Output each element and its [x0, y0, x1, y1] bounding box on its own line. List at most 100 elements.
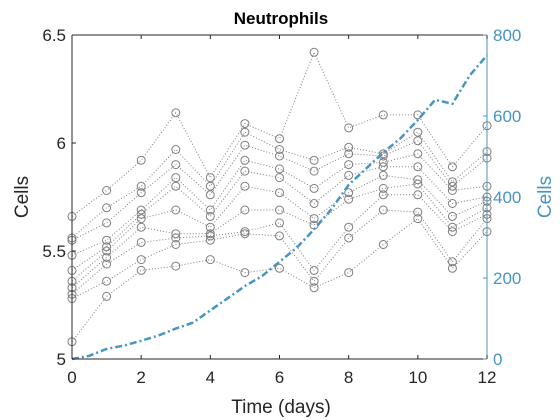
y-left-tick-label: 5.5 — [42, 242, 66, 261]
sample-point — [309, 214, 319, 224]
sample-point — [171, 160, 181, 170]
sample-point — [344, 222, 354, 232]
sample-point — [447, 227, 457, 237]
sample-line-9 — [71, 209, 488, 299]
x-tick-labels: 0 2 4 6 8 10 12 — [67, 368, 496, 387]
sample-point — [136, 222, 146, 232]
sample-point — [378, 162, 388, 172]
axes — [71, 34, 488, 360]
y-left-tick-labels: 5 5.5 6 6.5 — [42, 26, 66, 369]
sample-point — [205, 255, 215, 265]
sample-point — [136, 255, 146, 265]
sample-point — [205, 235, 215, 245]
sample-point — [102, 203, 112, 213]
sample-point — [344, 188, 354, 198]
sample-point — [447, 211, 457, 221]
sample-point — [171, 261, 181, 271]
sample-point — [413, 162, 423, 172]
sample-line-8 — [71, 194, 488, 295]
sample-point — [240, 268, 250, 278]
sample-point — [378, 157, 388, 167]
sample-point — [136, 181, 146, 191]
sample-point — [240, 229, 250, 239]
sample-point — [171, 173, 181, 183]
sample-point — [378, 110, 388, 120]
sample-point — [205, 190, 215, 200]
sample-point — [378, 205, 388, 215]
sample-point — [240, 127, 250, 137]
sample-point — [413, 207, 423, 217]
sample-point — [171, 229, 181, 239]
sample-point — [344, 233, 354, 243]
y-left-tick-label: 6 — [57, 134, 66, 153]
sample-point — [102, 259, 112, 269]
sample-point — [447, 162, 457, 172]
sample-point — [240, 119, 250, 129]
sample-point — [275, 151, 284, 161]
y-axis-left-label: Cells — [12, 176, 33, 218]
sample-point — [378, 190, 388, 200]
sample-point — [275, 263, 284, 273]
sample-point — [102, 291, 112, 301]
sample-point — [275, 164, 284, 174]
sample-point — [413, 179, 423, 189]
x-tick-label: 10 — [408, 368, 427, 387]
sample-point — [171, 205, 181, 215]
sample-point — [171, 233, 181, 243]
sample-line-5 — [71, 166, 488, 271]
sample-point — [102, 246, 112, 256]
y-right-tick-label: 200 — [493, 269, 521, 288]
y-right-tick-label: 800 — [493, 26, 521, 45]
sample-point — [378, 240, 388, 249]
x-tick-label: 2 — [136, 368, 145, 387]
sample-point — [344, 194, 354, 204]
sample-point — [240, 140, 250, 150]
sample-point — [205, 231, 215, 241]
sample-point — [344, 123, 354, 133]
sample-point — [344, 160, 354, 170]
sample-point — [378, 170, 388, 180]
x-tick-label: 8 — [344, 368, 353, 387]
sample-line-1 — [71, 51, 488, 217]
sample-point — [309, 265, 319, 275]
sample-line-10 — [71, 217, 488, 343]
sample-series-group — [67, 47, 492, 347]
x-tick-label: 6 — [275, 368, 284, 387]
sample-point — [447, 263, 457, 273]
sample-point — [102, 235, 112, 245]
sample-point — [171, 240, 181, 249]
sample-point — [413, 214, 423, 224]
y-left-tick-label: 5 — [57, 350, 66, 369]
sample-point — [205, 229, 215, 239]
x-tick-label: 4 — [206, 368, 215, 387]
sample-point — [102, 218, 112, 228]
y-left-tick-label: 6.5 — [42, 26, 66, 45]
sample-point — [136, 155, 146, 165]
sample-line-6 — [71, 174, 488, 282]
sample-point — [344, 142, 354, 152]
sample-line-7 — [71, 183, 488, 289]
sample-point — [413, 149, 423, 159]
sample-point — [309, 155, 319, 165]
sample-point — [205, 211, 215, 221]
sample-point — [344, 149, 354, 159]
sample-point — [136, 205, 146, 215]
sample-point — [413, 127, 423, 137]
sample-point — [171, 181, 181, 191]
sample-point — [309, 276, 319, 286]
sample-point — [309, 47, 319, 57]
sample-point — [136, 265, 146, 275]
sample-point — [240, 166, 250, 176]
sample-point — [413, 190, 423, 200]
sample-line-2 — [71, 131, 488, 239]
sample-line-4 — [71, 153, 488, 256]
sample-point — [378, 183, 388, 193]
sample-point — [240, 227, 250, 237]
mean-series-group — [71, 54, 488, 361]
sample-point — [205, 181, 215, 191]
sample-point — [171, 145, 181, 154]
x-tick-label: 12 — [478, 368, 497, 387]
mean-series-line — [71, 54, 488, 361]
sample-point — [309, 183, 319, 193]
sample-point — [102, 253, 112, 262]
